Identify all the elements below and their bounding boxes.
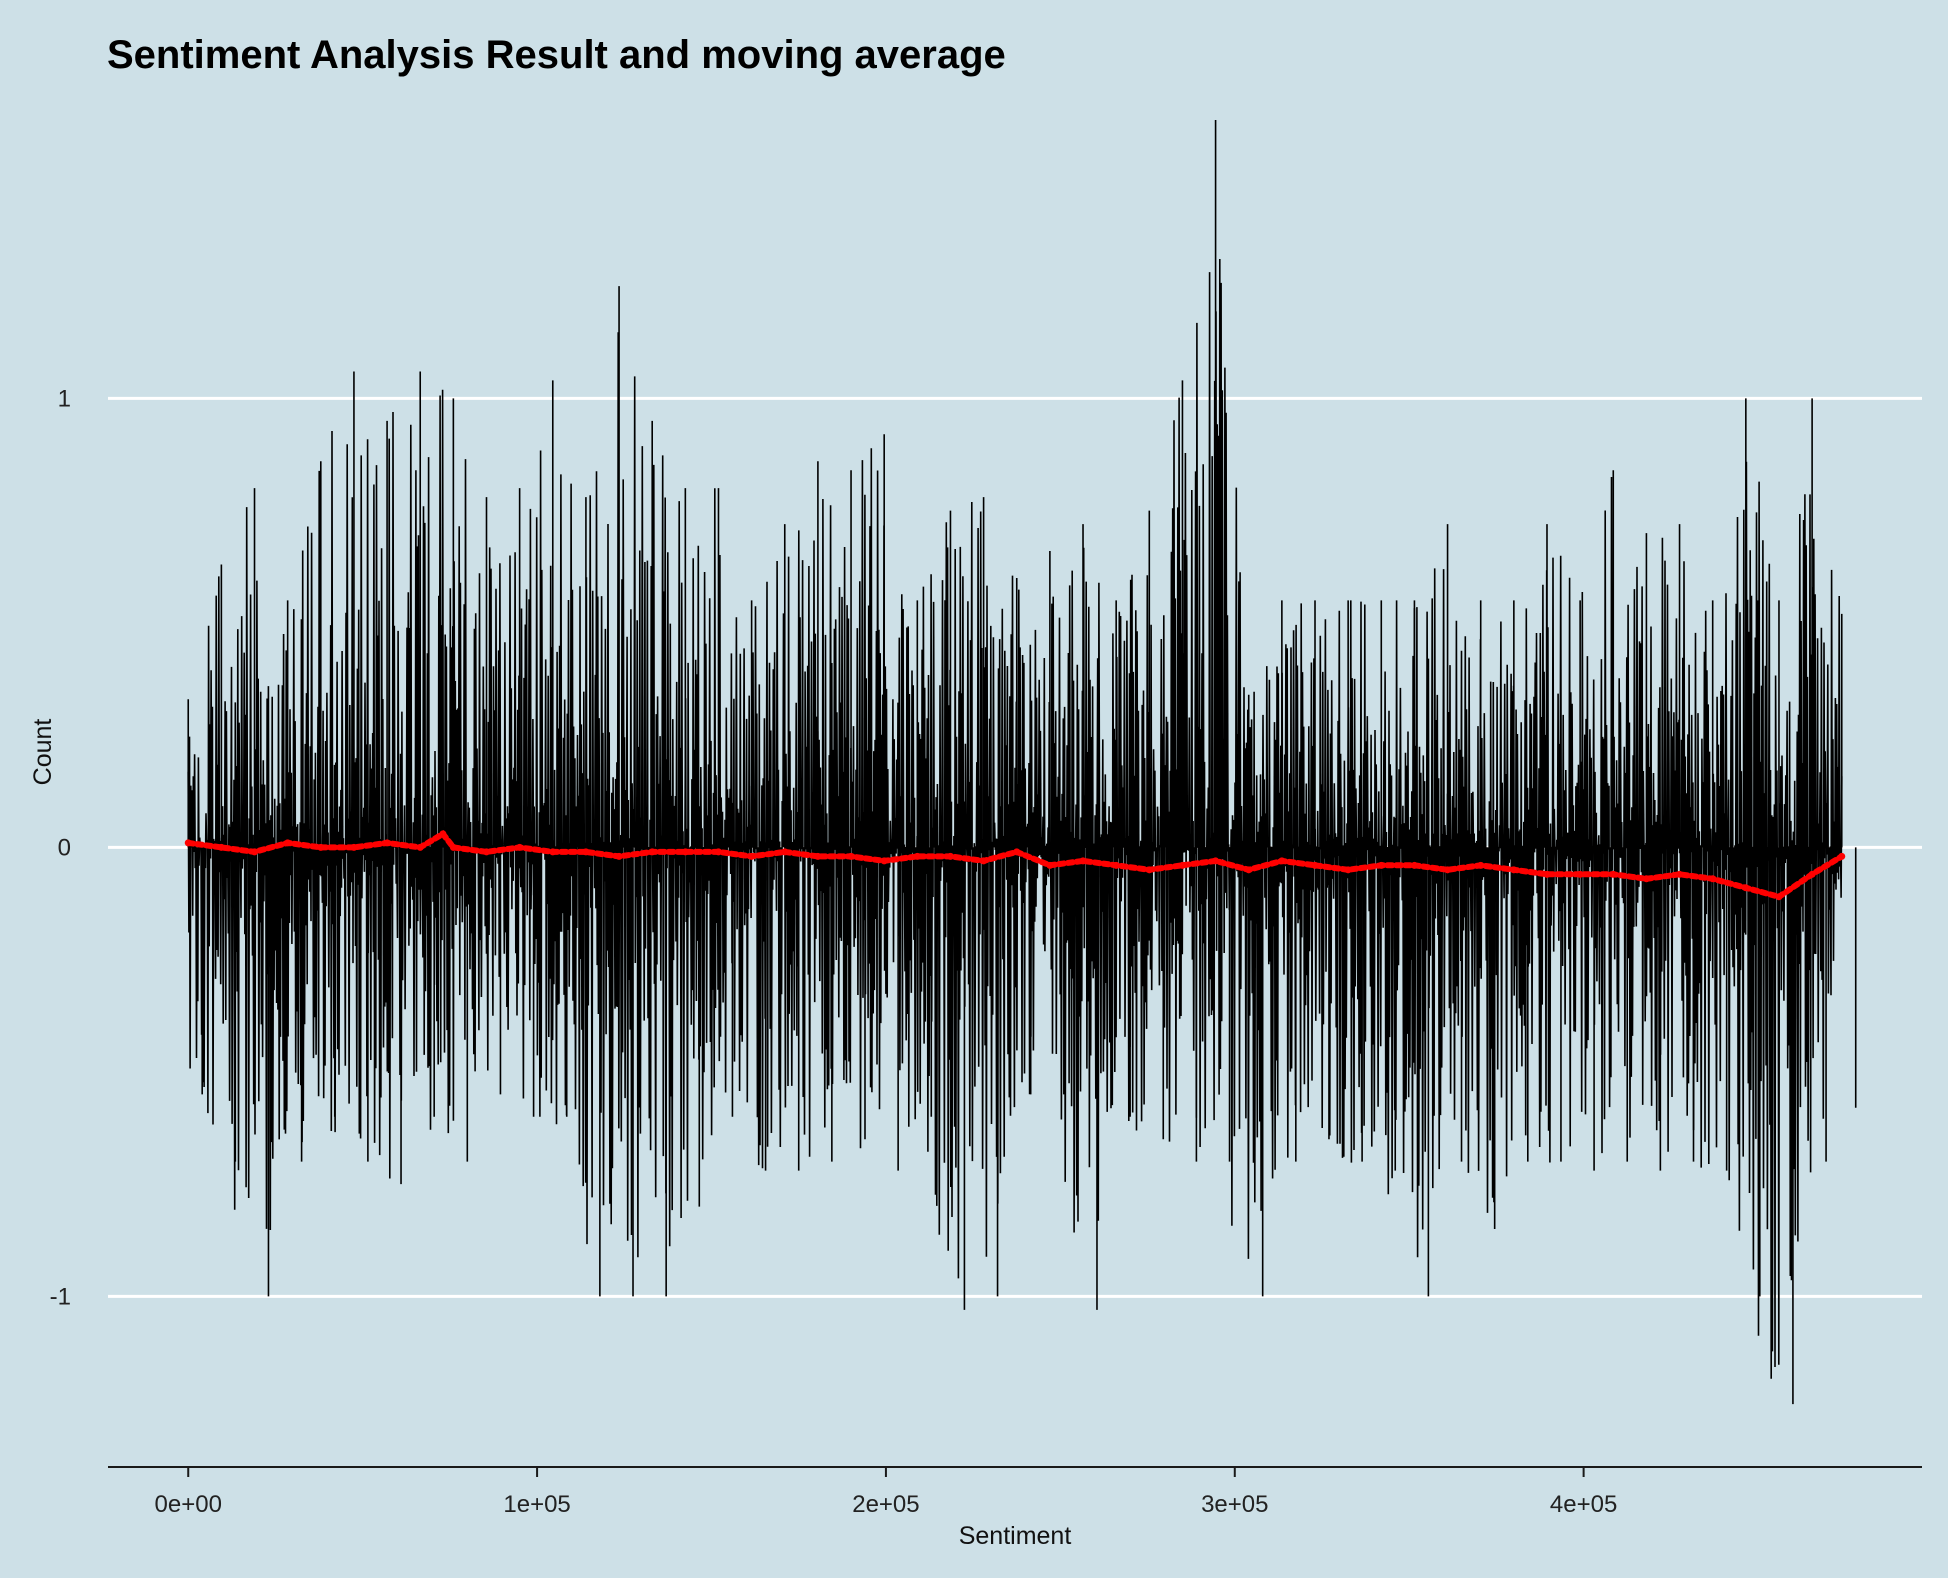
x-axis-label: Sentiment [959, 1522, 1072, 1550]
raw-series [187, 120, 1857, 1405]
x-tick-label-2: 2e+05 [852, 1491, 919, 1518]
moving-average-series [184, 829, 1846, 901]
moving-average-point-25 [980, 857, 988, 865]
moving-average-point-16 [681, 848, 689, 856]
x-axis [108, 1466, 1922, 1477]
moving-average-point-41 [1510, 866, 1518, 874]
moving-average-point-3 [284, 839, 292, 847]
moving-average-point-30 [1145, 866, 1153, 874]
raw-sentiment-line [187, 258, 1843, 1379]
y-tick-label-2: -1 [50, 1283, 71, 1310]
moving-average-point-31 [1178, 861, 1186, 869]
moving-average-point-38 [1410, 861, 1418, 869]
moving-average-point-4 [317, 843, 325, 851]
moving-average-point-20 [814, 852, 822, 860]
moving-average-point-34 [1278, 857, 1286, 865]
moving-average-point-51 [1838, 852, 1846, 860]
moving-average-point-8 [439, 830, 447, 838]
moving-average-point-2 [251, 848, 259, 856]
moving-average-point-13 [582, 848, 590, 856]
moving-average-point-10 [482, 848, 490, 856]
moving-average-point-46 [1676, 870, 1684, 878]
moving-average-point-15 [648, 848, 656, 856]
moving-average-point-24 [946, 852, 954, 860]
moving-average-point-36 [1344, 866, 1352, 874]
moving-average-point-9 [449, 843, 457, 851]
moving-average-point-6 [383, 839, 391, 847]
moving-average-point-43 [1576, 870, 1584, 878]
moving-average-point-47 [1709, 875, 1717, 883]
chart-title: Sentiment Analysis Result and moving ave… [107, 33, 1006, 77]
moving-average-point-23 [913, 852, 921, 860]
y-tick-label-0: 1 [58, 385, 71, 412]
moving-average-point-22 [880, 857, 888, 865]
moving-average-point-17 [714, 848, 722, 856]
moving-average-point-19 [781, 848, 789, 856]
moving-average-point-45 [1642, 875, 1650, 883]
moving-average-point-21 [847, 852, 855, 860]
moving-average-point-35 [1311, 861, 1319, 869]
moving-average-point-44 [1609, 870, 1617, 878]
moving-average-point-49 [1775, 893, 1783, 901]
moving-average-point-28 [1079, 857, 1087, 865]
moving-average-point-29 [1112, 861, 1120, 869]
moving-average-point-39 [1444, 866, 1452, 874]
tick-labels: 1 0 -1 0e+00 1e+05 2e+05 3e+05 4e+05 [50, 385, 1618, 1518]
moving-average-point-27 [1046, 861, 1054, 869]
x-tick-label-4: 4e+05 [1550, 1491, 1617, 1518]
moving-average-point-7 [416, 843, 424, 851]
x-tick-label-1: 1e+05 [503, 1491, 570, 1518]
y-tick-label-1: 0 [58, 834, 71, 861]
x-tick-label-3: 3e+05 [1201, 1491, 1268, 1518]
moving-average-point-50 [1808, 870, 1816, 878]
moving-average-point-14 [615, 852, 623, 860]
x-tick-label-0: 0e+00 [155, 1491, 222, 1518]
moving-average-point-1 [217, 843, 225, 851]
moving-average-point-12 [549, 848, 557, 856]
moving-average-point-33 [1245, 866, 1253, 874]
moving-average-point-0 [184, 839, 192, 847]
moving-average-point-42 [1543, 870, 1551, 878]
moving-average-point-48 [1742, 884, 1750, 892]
moving-average-point-18 [748, 852, 756, 860]
moving-average-point-37 [1377, 861, 1385, 869]
moving-average-point-11 [516, 843, 524, 851]
moving-average-point-32 [1212, 857, 1220, 865]
moving-average-point-26 [1013, 848, 1021, 856]
moving-average-point-40 [1477, 861, 1485, 869]
y-axis-label: Count [29, 719, 57, 786]
moving-average-point-5 [350, 843, 358, 851]
moving-average-line [185, 829, 1845, 901]
